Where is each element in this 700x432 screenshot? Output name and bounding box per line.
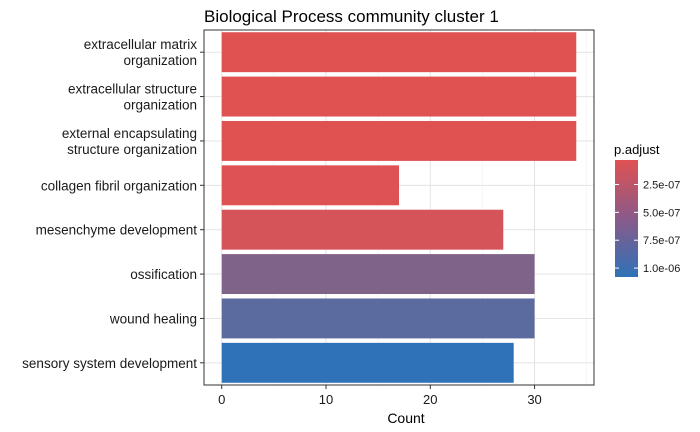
legend-tick-label: 2.5e-07: [643, 180, 680, 192]
y-tick-label: external encapsulating: [62, 126, 197, 141]
chart-title: Biological Process community cluster 1: [204, 7, 499, 26]
bar: [221, 254, 535, 295]
bar: [221, 165, 399, 206]
bar: [221, 209, 504, 250]
y-tick-label: ossification: [130, 267, 197, 282]
y-tick-label: sensory system development: [22, 356, 197, 371]
legend-tick-label: 1.0e-06: [643, 263, 680, 275]
bar: [221, 298, 535, 339]
x-axis-title: Count: [387, 410, 424, 426]
legend-tick-label: 7.5e-07: [643, 235, 680, 247]
y-tick-label: organization: [123, 53, 197, 68]
y-tick-label: collagen fibril organization: [41, 178, 197, 193]
y-tick-label: structure organization: [67, 142, 197, 157]
legend-ticks: 2.5e-07 5.0e-07 7.5e-07 1.0e-06: [615, 180, 680, 275]
y-tick-label: extracellular matrix: [84, 37, 198, 52]
y-tick-label: extracellular structure: [68, 82, 197, 97]
x-tick-label: 0: [218, 392, 225, 407]
bar: [221, 76, 577, 117]
x-tick-label: 10: [319, 392, 333, 407]
legend-colorbar: [615, 160, 638, 277]
bars-layer: [221, 32, 577, 383]
y-tick-label: wound healing: [109, 311, 197, 326]
legend-title: p.adjust: [614, 142, 660, 157]
y-tick-label: mesenchyme development: [36, 223, 198, 238]
y-tick-label: organization: [123, 98, 197, 113]
legend: p.adjust 2.5e-07 5.0e-07 7.5e-07 1.0e-06: [614, 142, 680, 277]
y-axis-labels: extracellular matrixorganizationextracel…: [22, 37, 204, 371]
x-tick-label: 20: [423, 392, 437, 407]
bar: [221, 32, 577, 73]
bar: [221, 342, 514, 383]
x-axis-ticks: 0 10 20 30: [218, 385, 542, 407]
bar: [221, 120, 577, 161]
legend-tick-label: 5.0e-07: [643, 207, 680, 219]
panel-border: [203, 29, 595, 386]
x-tick-label: 30: [527, 392, 541, 407]
